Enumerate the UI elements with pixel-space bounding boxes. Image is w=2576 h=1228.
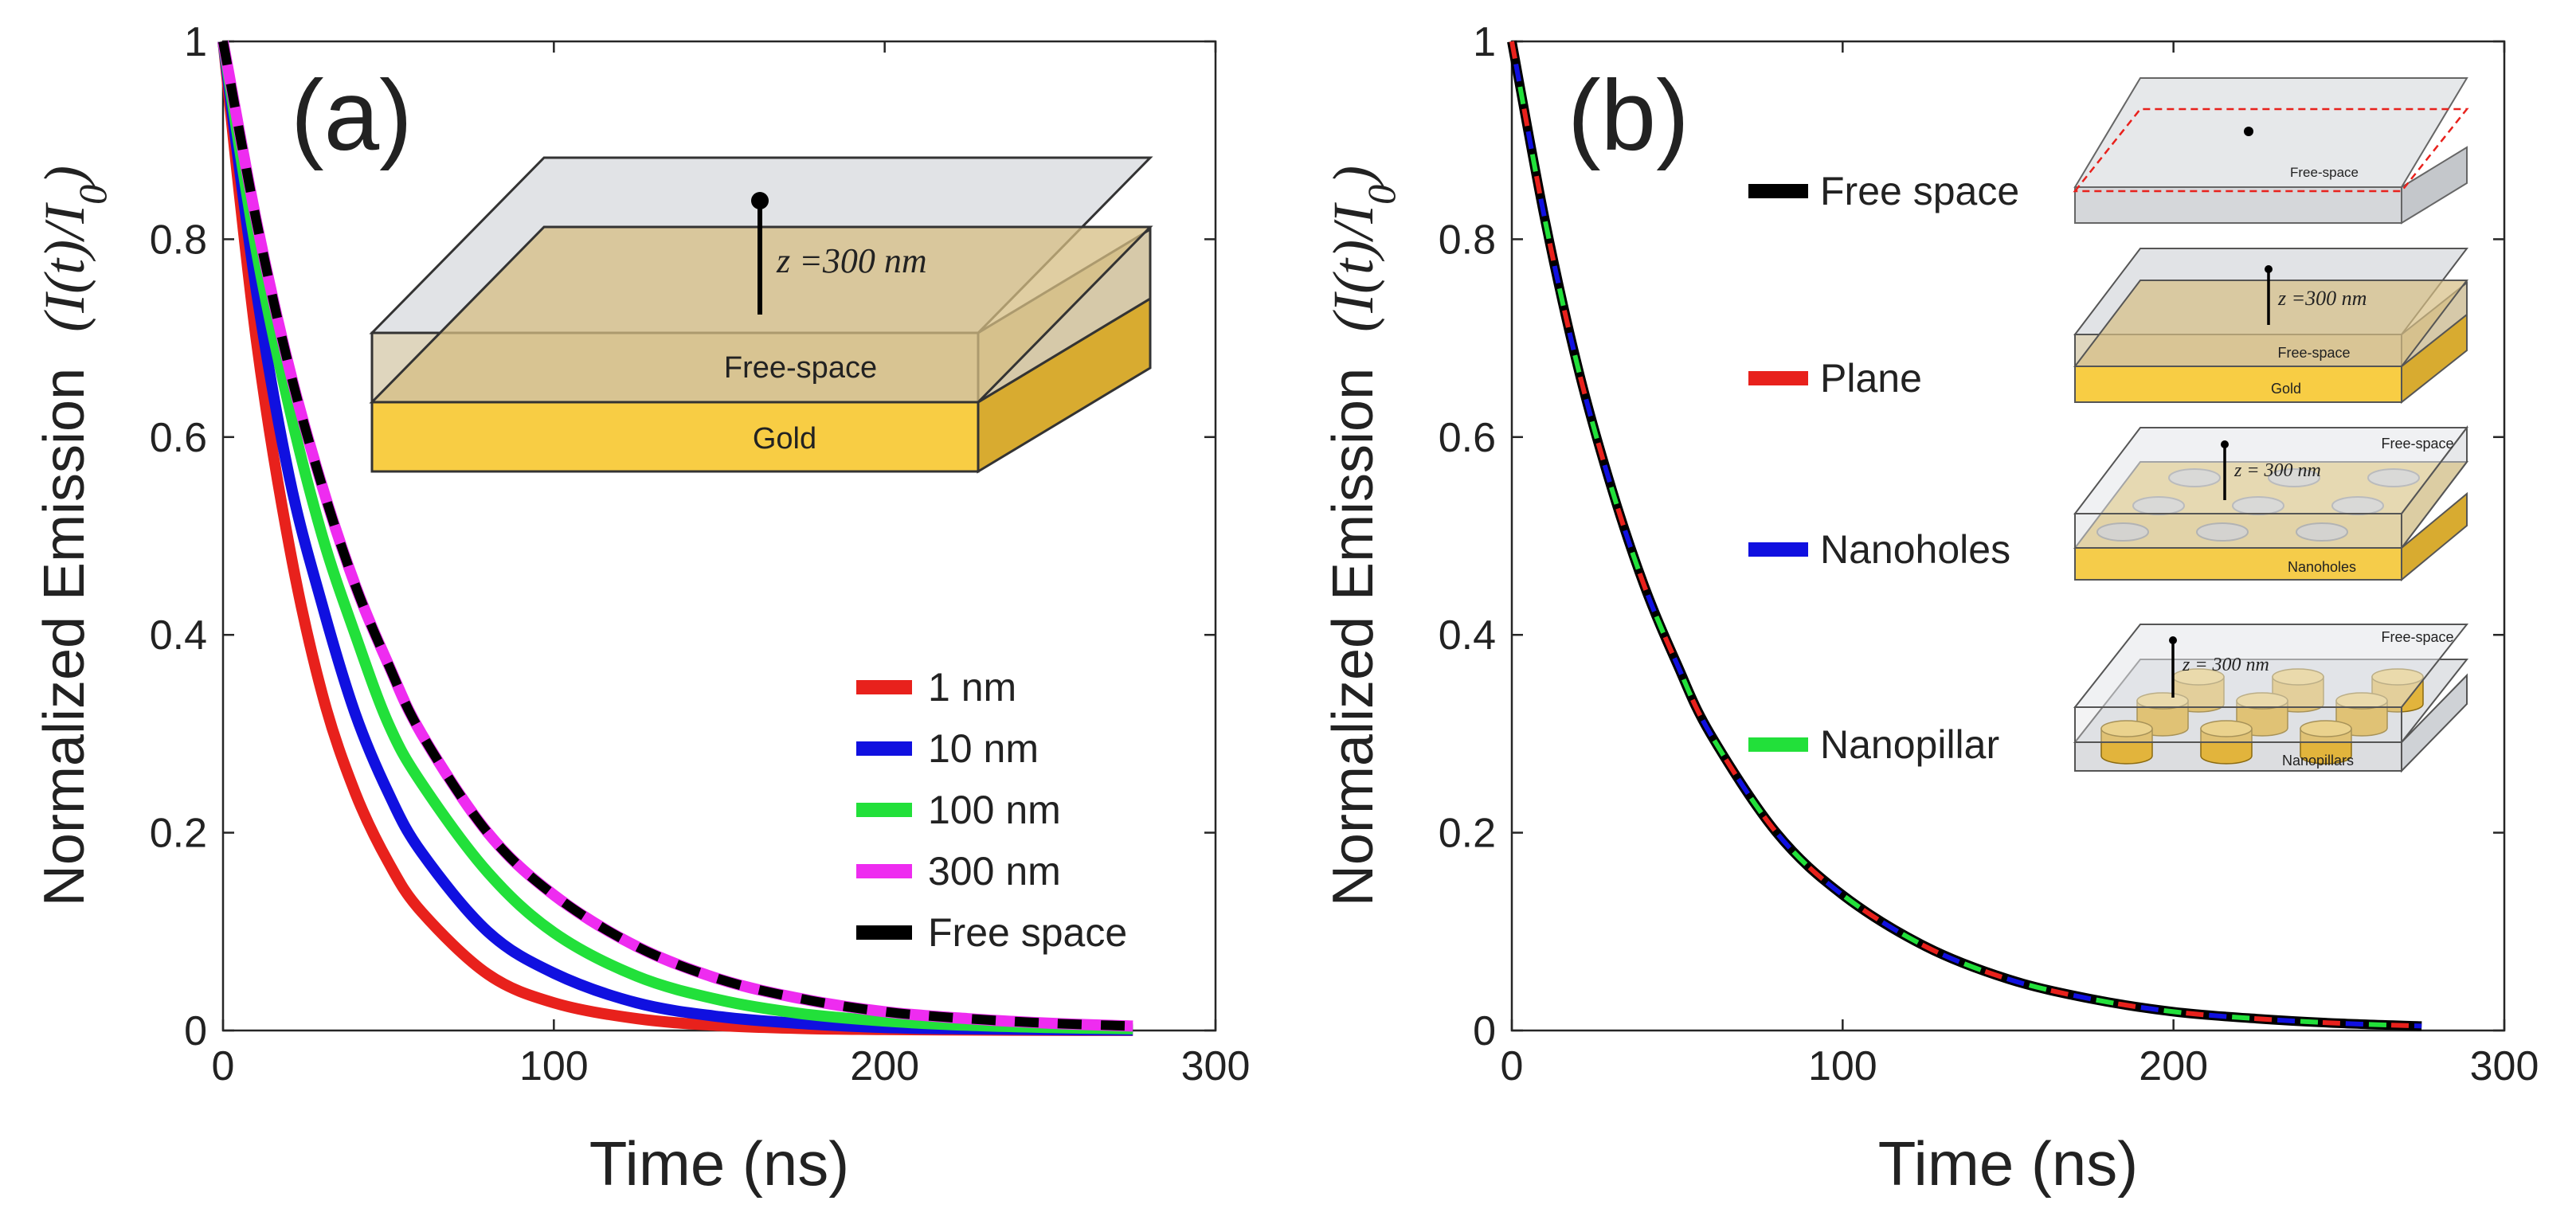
inset4-emitter <box>2169 636 2177 644</box>
series-line-free-space <box>218 40 1133 1031</box>
inset3-nanoholes-label: Nanoholes <box>2288 559 2356 575</box>
inset-z-label: z =300 nm <box>776 241 927 280</box>
inset1-side <box>2401 146 2468 225</box>
inset-nanoholes: z = 300 nm Free-space Nanoholes <box>2073 425 2469 582</box>
x-tick-label: 300 <box>1181 1043 1251 1089</box>
gold-slab-front <box>370 401 980 473</box>
y-tick-label: 0.8 <box>1439 217 1496 263</box>
y-tick-label: 0.8 <box>150 217 207 263</box>
inset2-free-space-label: Free-space <box>2277 345 2350 361</box>
x-tick-label: 200 <box>850 1043 919 1089</box>
y-tick-label: 0.4 <box>150 612 207 659</box>
x-tick-label: 0 <box>1501 1043 1524 1089</box>
inset1-front <box>2074 186 2402 224</box>
series-line-nanopillar <box>1509 41 2422 1029</box>
inset-nanopillars: z = 300 nm Free-space Nanopillars <box>2073 624 2469 773</box>
pillar-body <box>2300 728 2352 765</box>
inset4-z-label: z = 300 nm <box>2182 655 2269 675</box>
pillar-top <box>2100 720 2153 737</box>
y-axis-label-text-a: Normalized Emission <box>33 368 96 906</box>
inset-gold-label: Gold <box>753 422 816 456</box>
inset-gold-slab: z =300 nm Free-space Gold <box>369 156 1153 474</box>
inset2-gold-top <box>2073 280 2469 367</box>
y-tick-label: 1 <box>184 19 207 65</box>
inset1-dashed-plane <box>2073 108 2469 193</box>
inset-free-space-label: Free-space <box>724 351 877 385</box>
inset3-free-space-label: Free-space <box>2381 436 2453 452</box>
legend-label-nanopillar: Nanopillar <box>1820 722 1999 767</box>
y-tick-label: 0.6 <box>1439 415 1496 461</box>
dipole-emitter <box>751 192 769 209</box>
x-axis-label-a: Time (ns) <box>589 1128 849 1199</box>
y-tick-label: 1 <box>1473 19 1496 65</box>
inset3-z-label: z = 300 nm <box>2233 460 2321 481</box>
x-tick-label: 100 <box>519 1043 589 1089</box>
legend-label-10-nm: 10 nm <box>928 726 1039 771</box>
y-tick-label: 0.2 <box>150 811 207 857</box>
inset4-base-side <box>2401 673 2468 773</box>
pillar-top <box>2300 720 2352 737</box>
ticks-a: 0 100 200 300 0 0.2 0.4 0.6 0.8 1 <box>150 19 1251 1089</box>
y-tick-label: 0 <box>184 1008 207 1054</box>
legend-label-300-nm: 300 nm <box>928 849 1061 894</box>
panel-label-a: (a) <box>291 61 413 171</box>
inset2-gold-label: Gold <box>2271 381 2301 397</box>
x-tick-label: 100 <box>1808 1043 1877 1089</box>
legend-b: Free space Plane Nanoholes Nanopillar <box>1748 169 2019 767</box>
legend-label-1-nm: 1 nm <box>928 665 1016 710</box>
panel-b: 0 100 200 300 0 0.2 0.4 0.6 0.8 1 Free-space z =3… <box>1321 19 2539 1199</box>
inset3-fs-side <box>2401 425 2468 550</box>
series-b <box>1507 40 2422 1031</box>
inset2-gold-front <box>2074 366 2402 403</box>
series-a <box>217 40 1133 1036</box>
inset2-emitter <box>2265 265 2273 273</box>
y-tick-label: 0 <box>1473 1008 1496 1054</box>
panel-label-b: (b) <box>1568 61 1689 171</box>
ticks-b: 0 100 200 300 0 0.2 0.4 0.6 0.8 1 <box>1439 19 2539 1089</box>
inset-plane-gold: z =300 nm Free-space Gold <box>2073 248 2469 405</box>
x-tick-label: 200 <box>2139 1043 2208 1089</box>
y-tick-label: 0.6 <box>150 415 207 461</box>
legend-label-100-nm: 100 nm <box>928 788 1061 832</box>
legend-label-free-space: Free space <box>1820 169 2019 213</box>
inset3-emitter <box>2221 440 2229 448</box>
inset1-top <box>2073 77 2468 188</box>
pillar-body <box>2200 728 2253 765</box>
inset-free-space-box: Free-space <box>2073 77 2469 225</box>
x-tick-label: 300 <box>2470 1043 2539 1089</box>
inset2-z-label: z =300 nm <box>2277 287 2367 310</box>
y-tick-label: 0.4 <box>1439 612 1496 659</box>
series-line-plane <box>1509 41 2422 1029</box>
inset3-gold-side <box>2401 491 2468 582</box>
inset1-emitter <box>2244 127 2253 136</box>
series-line-100-nm <box>217 40 1133 1034</box>
pillar-body <box>2100 728 2153 765</box>
inset4-free-space-label: Free-space <box>2381 629 2453 645</box>
inset4-nanopillars-label: Nanopillars <box>2282 753 2354 768</box>
legend-label-nanoholes: Nanoholes <box>1820 527 2010 572</box>
legend-a: 1 nm 10 nm 100 nm 300 nm Free space <box>856 665 1127 955</box>
inset3-fs-front <box>2074 513 2402 549</box>
inset1-free-space-label: Free-space <box>2290 165 2359 180</box>
y-tick-label: 0.2 <box>1439 811 1496 857</box>
y-axis-label-text-b: Normalized Emission <box>1321 368 1385 906</box>
x-tick-label: 0 <box>212 1043 235 1089</box>
pillar-top <box>2200 720 2253 737</box>
x-axis-label-b: Time (ns) <box>1878 1128 2138 1199</box>
legend-label-plane: Plane <box>1820 356 1922 401</box>
inset4-fs-front <box>2074 706 2402 743</box>
legend-label-free-space: Free space <box>928 910 1127 955</box>
